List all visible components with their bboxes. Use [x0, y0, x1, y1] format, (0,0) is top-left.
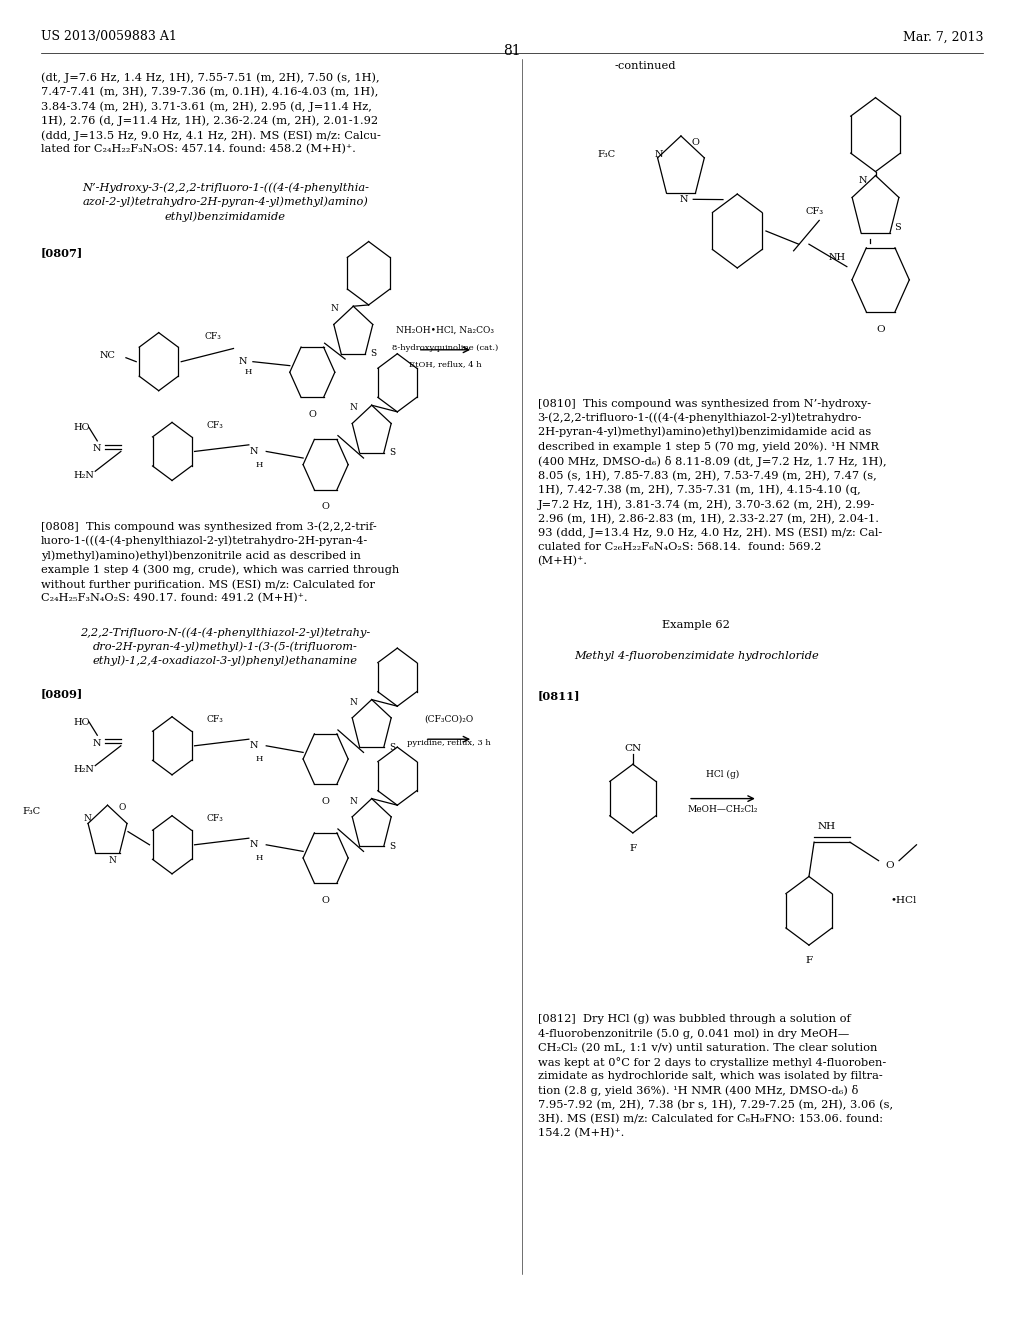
Text: H: H	[255, 854, 263, 862]
Text: O: O	[886, 862, 894, 870]
Text: Mar. 7, 2013: Mar. 7, 2013	[902, 30, 983, 44]
Text: NH: NH	[817, 822, 836, 830]
Text: N’-Hydroxy-3-(2,2,2-trifluoro-1-(((4-(4-phenylthia-
azol-2-yl)tetrahydro-2H-pyra: N’-Hydroxy-3-(2,2,2-trifluoro-1-(((4-(4-…	[82, 182, 369, 222]
Text: O: O	[322, 503, 330, 511]
Text: CF₃: CF₃	[805, 207, 823, 215]
Text: N: N	[331, 305, 339, 313]
Text: MeOH—CH₂Cl₂: MeOH—CH₂Cl₂	[688, 805, 758, 813]
Text: N: N	[83, 814, 91, 822]
Text: F₃C: F₃C	[23, 808, 41, 816]
Text: H₂N: H₂N	[74, 766, 94, 774]
Text: S: S	[389, 842, 395, 850]
Text: N: N	[654, 150, 664, 160]
Text: N: N	[859, 176, 867, 185]
Text: N: N	[679, 195, 688, 203]
Text: 8-hydroxyquinoline (cat.): 8-hydroxyquinoline (cat.)	[392, 345, 499, 352]
Text: O: O	[322, 896, 330, 904]
Text: S: S	[894, 223, 901, 232]
Text: •HCl: •HCl	[891, 896, 918, 904]
Text: N: N	[250, 841, 258, 849]
Text: CN: CN	[625, 744, 641, 752]
Text: US 2013/0059883 A1: US 2013/0059883 A1	[41, 30, 177, 44]
Text: N: N	[93, 739, 101, 747]
Text: CF₃: CF₃	[207, 421, 223, 429]
Text: [0810]  This compound was synthesized from N’-hydroxy-
3-(2,2,2-trifluoro-1-(((4: [0810] This compound was synthesized fro…	[538, 399, 886, 566]
Text: HO: HO	[74, 424, 90, 432]
Text: [0811]: [0811]	[538, 690, 581, 701]
Text: NH: NH	[829, 253, 846, 261]
Text: HCl (g): HCl (g)	[707, 771, 739, 779]
Text: NC: NC	[99, 351, 116, 359]
Text: 2,2,2-Trifluoro-N-((4-(4-phenylthiazol-2-yl)tetrahy-
dro-2H-pyran-4-yl)methyl)-1: 2,2,2-Trifluoro-N-((4-(4-phenylthiazol-2…	[80, 627, 371, 667]
Text: HO: HO	[74, 718, 90, 726]
Text: O: O	[692, 137, 699, 147]
Text: CF₃: CF₃	[207, 814, 223, 822]
Text: H₂N: H₂N	[74, 471, 94, 479]
Text: O: O	[118, 804, 126, 812]
Text: CF₃: CF₃	[205, 333, 221, 341]
Text: Example 62: Example 62	[663, 620, 730, 631]
Text: (dt, J=7.6 Hz, 1.4 Hz, 1H), 7.55-7.51 (m, 2H), 7.50 (s, 1H),
7.47-7.41 (m, 3H), : (dt, J=7.6 Hz, 1.4 Hz, 1H), 7.55-7.51 (m…	[41, 73, 381, 154]
Text: [0807]: [0807]	[41, 247, 83, 257]
Text: N: N	[349, 797, 357, 805]
Text: S: S	[389, 743, 395, 751]
Text: CF₃: CF₃	[207, 715, 223, 723]
Text: N: N	[93, 445, 101, 453]
Text: N: N	[250, 447, 258, 455]
Text: S: S	[389, 449, 395, 457]
Text: [0808]  This compound was synthesized from 3-(2,2,2-trif-
luoro-1-(((4-(4-phenyl: [0808] This compound was synthesized fro…	[41, 521, 399, 603]
Text: H: H	[255, 755, 263, 763]
Text: F: F	[630, 845, 636, 853]
Text: -continued: -continued	[614, 61, 676, 71]
Text: F₃C: F₃C	[597, 150, 615, 158]
Text: N: N	[349, 404, 357, 412]
Text: EtOH, reflux, 4 h: EtOH, reflux, 4 h	[410, 360, 481, 368]
Text: F: F	[806, 957, 812, 965]
Text: [0809]: [0809]	[41, 688, 83, 698]
Text: (CF₃CO)₂O: (CF₃CO)₂O	[424, 715, 473, 723]
Text: NH₂OH•HCl, Na₂CO₃: NH₂OH•HCl, Na₂CO₃	[396, 326, 495, 334]
Text: N: N	[109, 857, 117, 865]
Text: O: O	[877, 326, 885, 334]
Text: O: O	[322, 797, 330, 805]
Text: [0812]  Dry HCl (g) was bubbled through a solution of
4-fluorobenzonitrile (5.0 : [0812] Dry HCl (g) was bubbled through a…	[538, 1014, 893, 1139]
Text: O: O	[308, 411, 316, 418]
Text: Methyl 4-fluorobenzimidate hydrochloride: Methyl 4-fluorobenzimidate hydrochloride	[573, 651, 819, 661]
Text: N: N	[250, 742, 258, 750]
Text: H: H	[244, 368, 252, 376]
Text: N: N	[349, 698, 357, 706]
Text: pyridine, reflux, 3 h: pyridine, reflux, 3 h	[407, 739, 490, 747]
Text: S: S	[371, 350, 377, 358]
Text: 81: 81	[503, 44, 521, 58]
Text: N: N	[239, 358, 247, 366]
Text: H: H	[255, 461, 263, 469]
